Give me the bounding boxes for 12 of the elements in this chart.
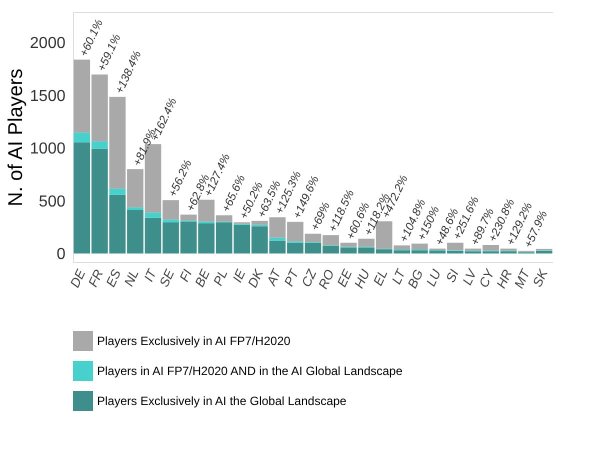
x-tick-label: EL	[370, 267, 390, 288]
y-tick-label: 0	[56, 246, 66, 264]
legend-label: Players Exclusively in AI the Global Landscape	[97, 394, 347, 408]
x-tick-label: SI	[442, 266, 462, 285]
y-tick-label: 1500	[30, 88, 66, 105]
legend-label: Players in AI FP7/H2020 AND in the AI Global Landscape	[97, 364, 403, 378]
y-tick-label: 1000	[30, 140, 66, 158]
y-tick-label: 500	[38, 193, 66, 210]
x-tick-label: PL	[210, 267, 230, 288]
y-axis-title: N. of AI Players	[4, 68, 27, 206]
y-tick-label: 2000	[30, 35, 66, 52]
legend-label: Players Exclusively in AI FP7/H2020	[97, 334, 291, 348]
